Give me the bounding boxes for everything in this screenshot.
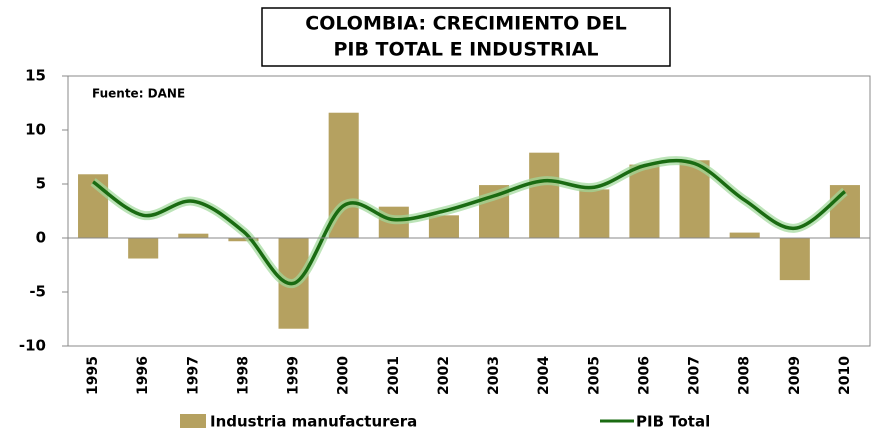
x-tick-label: 2008 — [737, 356, 753, 395]
x-tick-label: 2004 — [536, 356, 552, 395]
bar — [128, 238, 159, 259]
bar — [529, 152, 560, 238]
x-tick-label: 2007 — [687, 356, 703, 395]
annotation: Fuente: DANE — [92, 87, 185, 101]
bar — [178, 233, 209, 238]
bar — [779, 238, 810, 281]
y-tick-label: -5 — [29, 283, 46, 301]
x-tick-label: 1996 — [135, 356, 151, 395]
y-tick-label: 0 — [36, 229, 46, 247]
chart-title: PIB TOTAL E INDUSTRIAL — [333, 39, 598, 61]
x-tick-label: 1997 — [185, 356, 201, 395]
x-tick-label: 2009 — [787, 356, 803, 395]
legend-swatch — [180, 414, 206, 428]
x-tick-label: 1995 — [85, 356, 101, 395]
y-tick-label: -10 — [19, 337, 46, 355]
x-tick-label: 1999 — [286, 356, 302, 395]
y-tick-label: 10 — [25, 121, 46, 139]
x-tick-label: 2002 — [436, 356, 452, 395]
x-tick-label: 2000 — [336, 356, 352, 395]
y-tick-label: 5 — [36, 175, 46, 193]
x-tick-label: 2005 — [586, 356, 602, 395]
legend-label: Industria manufacturera — [210, 413, 417, 431]
chart-title: COLOMBIA: CRECIMIENTO DEL — [305, 13, 626, 35]
x-tick-label: 2006 — [636, 356, 652, 395]
title-box — [261, 7, 671, 67]
y-tick-label: 15 — [25, 67, 46, 85]
line — [92, 158, 847, 286]
line-glow — [90, 156, 848, 288]
x-tick-label: 2001 — [386, 356, 402, 395]
bar — [228, 238, 259, 242]
bar — [729, 232, 760, 238]
x-tick-label: 2010 — [837, 356, 853, 395]
bar — [428, 215, 459, 238]
plot-frame — [67, 75, 871, 347]
x-tick-label: 1998 — [235, 356, 251, 395]
legend-label: PIB Total — [636, 413, 710, 431]
bar — [579, 189, 610, 238]
x-tick-label: 2003 — [486, 356, 502, 395]
bar — [629, 164, 660, 238]
